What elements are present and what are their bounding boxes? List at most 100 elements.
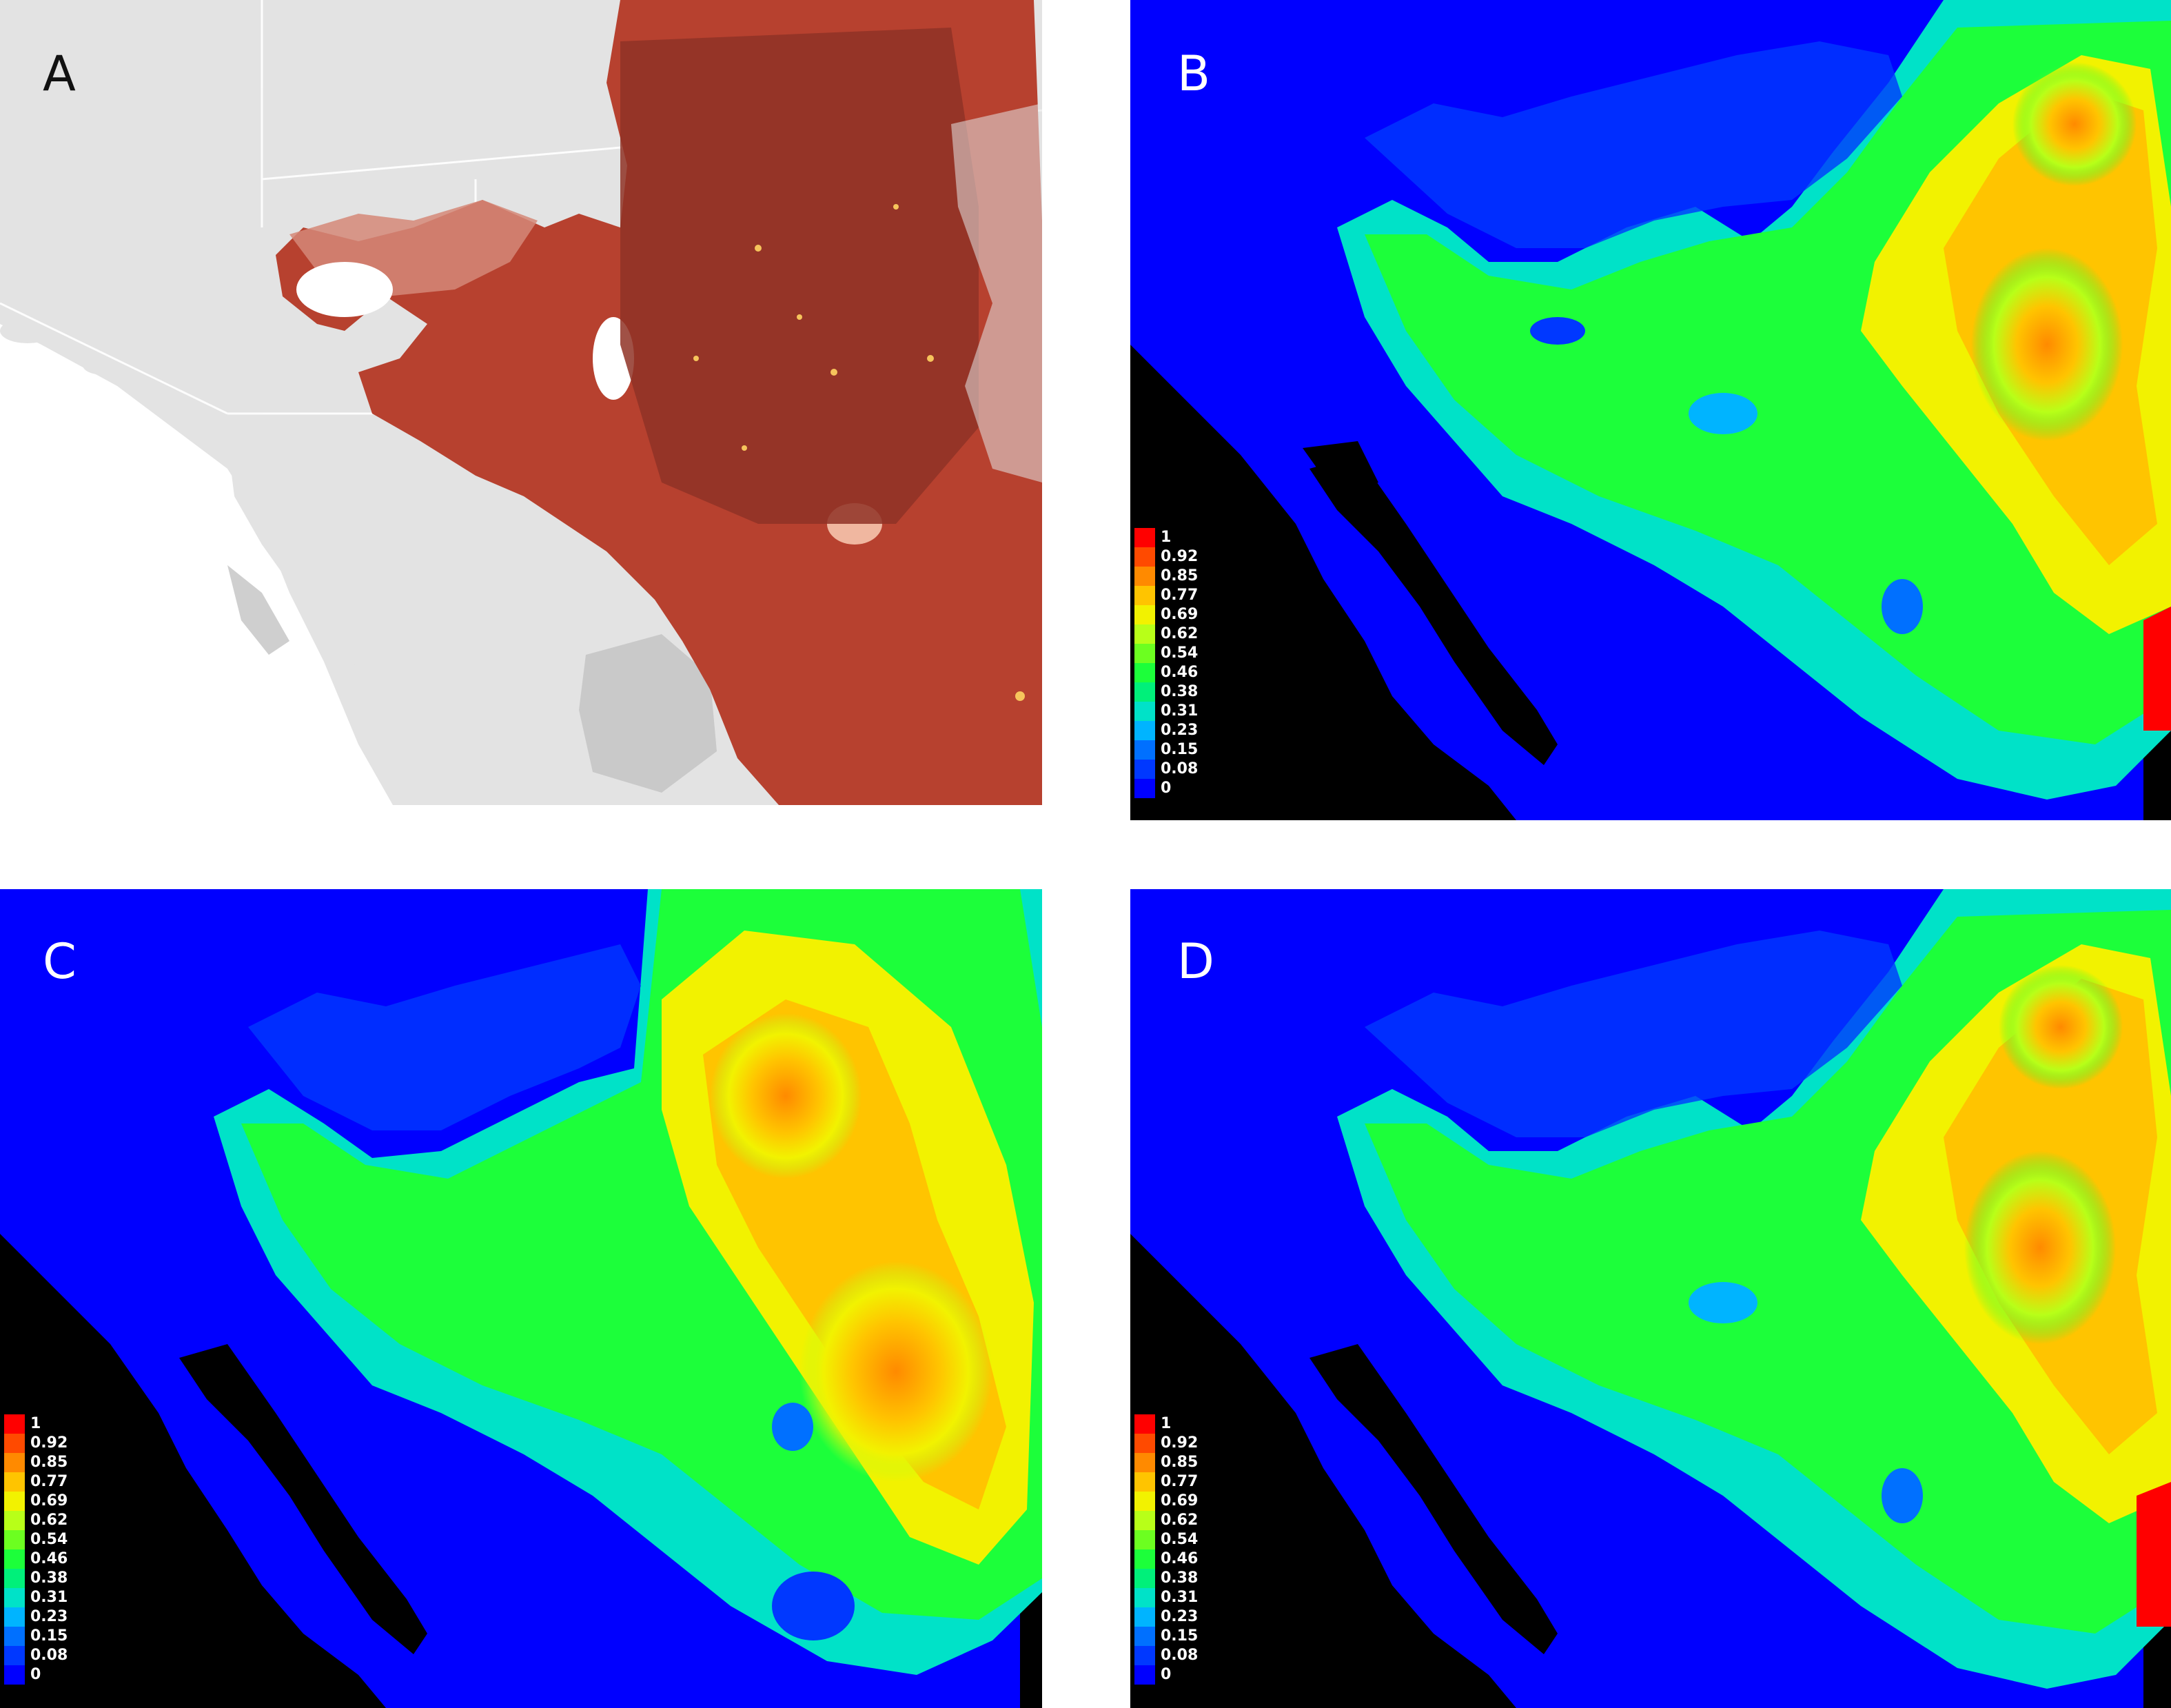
legend-label: 0 bbox=[1161, 780, 1172, 797]
legend-swatch bbox=[1134, 1530, 1155, 1549]
legend-label: 0.46 bbox=[1161, 664, 1199, 681]
legend-entry: 0.77 bbox=[4, 1472, 149, 1492]
legend-swatch bbox=[4, 1472, 25, 1492]
legend-entry: 0.23 bbox=[1134, 721, 1279, 740]
panel-label-c: C bbox=[43, 933, 77, 990]
suitability-map-b bbox=[1130, 0, 2171, 820]
legend-label: 0.92 bbox=[1161, 548, 1199, 565]
legend-entry: 0.92 bbox=[1134, 1434, 1279, 1453]
legend-swatch bbox=[1134, 721, 1155, 740]
legend-label: 0.62 bbox=[1161, 1512, 1199, 1529]
legend-swatch bbox=[1134, 528, 1155, 547]
legend-label: 0.62 bbox=[30, 1512, 68, 1529]
legend-entry: 0.38 bbox=[4, 1569, 149, 1588]
legend-swatch bbox=[1134, 567, 1155, 586]
legend-entry: 0.62 bbox=[4, 1511, 149, 1530]
legend-label: 0.69 bbox=[1161, 1492, 1199, 1509]
legend-label: 0.15 bbox=[30, 1627, 68, 1645]
legend-label: 0.54 bbox=[1161, 644, 1199, 662]
legend-label: 0.69 bbox=[1161, 606, 1199, 623]
legend-entry: 0.23 bbox=[1134, 1607, 1279, 1627]
legend-entry: 0 bbox=[4, 1665, 149, 1685]
legend-entry: 0.62 bbox=[1134, 1511, 1279, 1530]
legend-swatch bbox=[4, 1665, 25, 1685]
legend-label: 1 bbox=[1161, 529, 1172, 546]
panel-label-d: D bbox=[1177, 933, 1214, 990]
legend-swatch bbox=[1134, 1646, 1155, 1665]
legend-label: 0.31 bbox=[1161, 702, 1199, 720]
legend-label: 0.69 bbox=[30, 1492, 68, 1509]
legend-label: 0.15 bbox=[1161, 741, 1199, 758]
legend-entry: 0.85 bbox=[1134, 567, 1279, 586]
legend-label: 0.38 bbox=[1161, 1569, 1199, 1587]
legend-swatch bbox=[1134, 740, 1155, 760]
legend-label: 0 bbox=[30, 1666, 41, 1683]
legend-swatch bbox=[1134, 644, 1155, 663]
legend-swatch bbox=[1134, 1569, 1155, 1588]
legend-entry: 1 bbox=[4, 1414, 149, 1434]
legend-swatch bbox=[1134, 760, 1155, 779]
legend-swatch bbox=[1134, 605, 1155, 624]
legend-swatch bbox=[1134, 624, 1155, 644]
legend-entry: 0.38 bbox=[1134, 682, 1279, 702]
legend-swatch bbox=[4, 1588, 25, 1607]
legend-label: 0.31 bbox=[1161, 1589, 1199, 1606]
legend-entry: 0.54 bbox=[1134, 1530, 1279, 1549]
legend-label: 0.85 bbox=[30, 1454, 68, 1471]
legend-swatch bbox=[4, 1646, 25, 1665]
suitability-map-d bbox=[1130, 889, 2171, 1708]
legend-label: 0.23 bbox=[1161, 722, 1199, 739]
legend-swatch bbox=[4, 1492, 25, 1511]
legend-swatch bbox=[4, 1434, 25, 1453]
legend-entry: 0.38 bbox=[1134, 1569, 1279, 1588]
legend-label: 0.08 bbox=[30, 1647, 68, 1664]
legend-swatch bbox=[1134, 1472, 1155, 1492]
legend-label: 0.85 bbox=[1161, 567, 1199, 584]
panel-c: C 1 0.92 0.85 0.77 0.69 0.62 0.54 0.46 0.38 0.31 0… bbox=[0, 889, 1042, 1708]
panel-b: B 1 0.92 0.85 0.77 0.69 0.62 0.54 0.46 0.38 0.31 0… bbox=[1130, 0, 2171, 820]
legend-entry: 0.15 bbox=[1134, 1627, 1279, 1646]
legend-label: 0.85 bbox=[1161, 1454, 1199, 1471]
legend-label: 0.31 bbox=[30, 1589, 68, 1606]
legend-entry: 0.92 bbox=[1134, 547, 1279, 567]
legend-swatch bbox=[1134, 1588, 1155, 1607]
legend-swatch bbox=[1134, 663, 1155, 682]
legend-swatch bbox=[1134, 1511, 1155, 1530]
legend-entry: 0 bbox=[1134, 1665, 1279, 1685]
legend-label: 0.46 bbox=[30, 1550, 68, 1567]
legend-swatch bbox=[1134, 1434, 1155, 1453]
legend-label: 0.54 bbox=[1161, 1531, 1199, 1548]
legend-label: 0.62 bbox=[1161, 625, 1199, 642]
legend-label: 0.38 bbox=[1161, 683, 1199, 700]
suitability-map-c bbox=[0, 889, 1042, 1708]
legend-entry: 1 bbox=[1134, 1414, 1279, 1434]
legend-swatch bbox=[1134, 1627, 1155, 1646]
legend-entry: 0.62 bbox=[1134, 624, 1279, 644]
legend-label: 1 bbox=[30, 1415, 41, 1432]
legend-entry: 0.46 bbox=[1134, 663, 1279, 682]
legend-swatch bbox=[1134, 779, 1155, 798]
legend-entry: 0.08 bbox=[4, 1646, 149, 1665]
legend-entry: 0.54 bbox=[1134, 644, 1279, 663]
legend-swatch bbox=[4, 1414, 25, 1434]
legend-swatch bbox=[1134, 1414, 1155, 1434]
legend-label: 0 bbox=[1161, 1666, 1172, 1683]
legend-label: 0.08 bbox=[1161, 760, 1199, 777]
legend-label: 0.77 bbox=[1161, 1473, 1199, 1490]
legend-entry: 1 bbox=[1134, 528, 1279, 547]
legend-swatch bbox=[1134, 1607, 1155, 1627]
legend-swatch bbox=[4, 1453, 25, 1472]
legend-label: 0.92 bbox=[30, 1434, 68, 1452]
legend-entry: 0.77 bbox=[1134, 1472, 1279, 1492]
legend-swatch bbox=[1134, 547, 1155, 567]
legend-entry: 0.31 bbox=[4, 1588, 149, 1607]
legend-entry: 0.85 bbox=[1134, 1453, 1279, 1472]
legend-swatch bbox=[1134, 1492, 1155, 1511]
legend-entry: 0.08 bbox=[1134, 760, 1279, 779]
legend-label: 0.92 bbox=[1161, 1434, 1199, 1452]
legend-entry: 0 bbox=[1134, 779, 1279, 798]
legend-label: 0.08 bbox=[1161, 1647, 1199, 1664]
legend-entry: 0.31 bbox=[1134, 1588, 1279, 1607]
legend-entry: 0.77 bbox=[1134, 586, 1279, 605]
legend-swatch bbox=[1134, 1549, 1155, 1569]
